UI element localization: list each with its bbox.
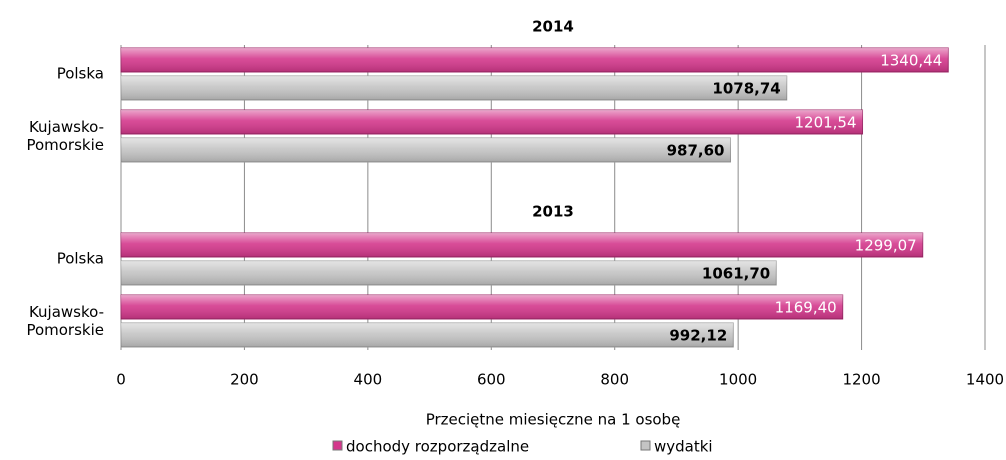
x-tick-label: 400 xyxy=(354,371,383,389)
legend-swatch xyxy=(640,440,651,451)
bar-shine xyxy=(121,138,731,162)
value-label: 1061,70 xyxy=(702,265,770,283)
legend-label: wydatki xyxy=(654,438,713,456)
y-tick-label: Kujawsko-Pomorskie xyxy=(26,303,104,339)
value-label: 987,60 xyxy=(667,142,725,160)
x-tick-label: 1400 xyxy=(966,371,1004,389)
x-tick-label: 800 xyxy=(600,371,629,389)
x-tick-label: 200 xyxy=(230,371,259,389)
bar-shine xyxy=(121,48,949,72)
value-label: 1299,07 xyxy=(855,237,917,255)
legend-label: dochody rozporządzalne xyxy=(346,438,529,456)
value-label: 1340,44 xyxy=(880,52,942,70)
bar-shine xyxy=(121,295,843,319)
value-label: 1078,74 xyxy=(712,80,780,98)
x-tick-label: 1000 xyxy=(719,371,757,389)
x-axis-label: Przeciętne miesięczne na 1 osobę xyxy=(426,411,681,429)
bar-shine xyxy=(121,76,787,100)
y-tick-label: Kujawsko-Pomorskie xyxy=(26,118,104,154)
value-label: 1201,54 xyxy=(794,114,856,132)
x-tick-label: 600 xyxy=(477,371,506,389)
bar-shine xyxy=(121,323,734,347)
x-tick-label: 1200 xyxy=(842,371,880,389)
bar-shine xyxy=(121,261,777,285)
group-label: 2013 xyxy=(532,203,574,221)
legend-swatch xyxy=(332,440,343,451)
y-tick-label: Polska xyxy=(57,65,104,83)
value-label: 1169,40 xyxy=(775,299,837,317)
x-tick-label: 0 xyxy=(116,371,126,389)
bar-shine xyxy=(121,233,923,257)
group-label: 2014 xyxy=(532,18,574,36)
value-label: 992,12 xyxy=(669,327,727,345)
bar-shine xyxy=(121,110,863,134)
y-tick-label: Polska xyxy=(57,250,104,268)
